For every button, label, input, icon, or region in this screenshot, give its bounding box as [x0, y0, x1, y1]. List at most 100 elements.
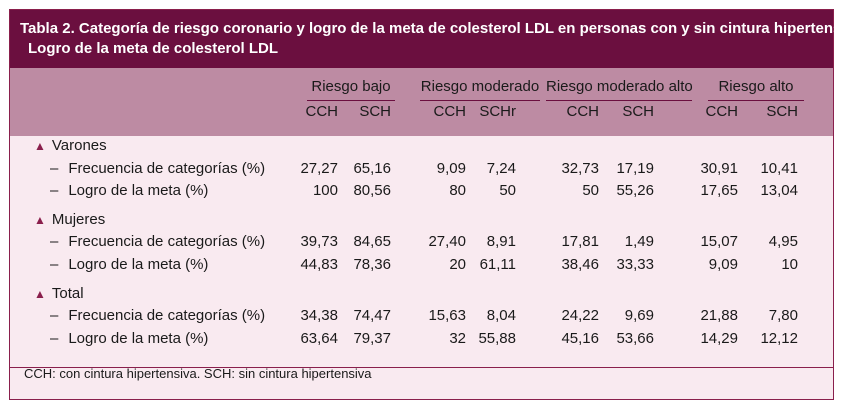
- cell: 74,47: [353, 307, 391, 324]
- cell: 17,19: [616, 160, 654, 177]
- table-frame: Tabla 2. Categoría de riesgo coronario y…: [9, 9, 843, 400]
- section-name: Total: [51, 285, 84, 302]
- row-label-text: Frecuencia de categorías (%): [68, 233, 266, 250]
- triangle-bullet-icon: ▲: [34, 139, 46, 153]
- table-body: [10, 136, 833, 367]
- cell: 34,38: [300, 307, 338, 324]
- row-label: – Logro de la meta (%): [50, 330, 208, 347]
- cell: 50: [499, 182, 516, 199]
- cell: 32: [449, 330, 466, 347]
- table-row: – Logro de la meta (%) 63,64 79,37 32 55,…: [0, 330, 843, 352]
- cell: 9,09: [436, 160, 466, 177]
- row-label: – Logro de la meta (%): [50, 256, 208, 273]
- cell: 32,73: [561, 160, 599, 177]
- cell: 9,09: [708, 256, 738, 273]
- cell: 39,73: [300, 233, 338, 250]
- subheader-schr: SCHr: [479, 103, 516, 120]
- table-footnote: CCH: con cintura hipertensiva. SCH: sin …: [24, 366, 372, 381]
- cell: 84,65: [353, 233, 391, 250]
- dash-bullet: –: [50, 330, 59, 347]
- cell: 27,40: [428, 233, 466, 250]
- cell: 7,80: [768, 307, 798, 324]
- cell: 55,26: [616, 182, 654, 199]
- section-label: ▲ Total: [34, 285, 84, 302]
- table-row: – Frecuencia de categorías (%) 27,27 65,1…: [0, 160, 843, 182]
- footnote-divider: [10, 367, 833, 368]
- table-row: – Frecuencia de categorías (%) 34,38 74,4…: [0, 307, 843, 329]
- cell: 20: [449, 256, 466, 273]
- dash-bullet: –: [50, 160, 59, 177]
- cell: 100: [312, 182, 338, 199]
- table-row: – Logro de la meta (%) 100 80,56 80 50 50…: [0, 182, 843, 204]
- row-label-text: Frecuencia de categorías (%): [68, 160, 266, 177]
- subheader-sch: SCH: [622, 103, 654, 120]
- table-row: – Frecuencia de categorías (%) 39,73 84,6…: [0, 233, 843, 255]
- cell: 65,16: [353, 160, 391, 177]
- row-label-text: Logro de la meta (%): [68, 182, 209, 199]
- cell: 17,81: [561, 233, 599, 250]
- dash-bullet: –: [50, 307, 59, 324]
- group-header-riesgo-moderado-alto: Riesgo moderado alto: [546, 78, 693, 101]
- cell: 27,27: [300, 160, 338, 177]
- row-label-text: Logro de la meta (%): [68, 330, 209, 347]
- cell: 15,63: [428, 307, 466, 324]
- cell: 9,69: [624, 307, 654, 324]
- table-title: Tabla 2. Categoría de riesgo coronario y…: [20, 20, 843, 37]
- cell: 7,24: [486, 160, 516, 177]
- row-label: – Frecuencia de categorías (%): [50, 233, 265, 250]
- cell: 10: [781, 256, 798, 273]
- cell: 53,66: [616, 330, 654, 347]
- cell: 63,64: [300, 330, 338, 347]
- row-label: – Frecuencia de categorías (%): [50, 160, 265, 177]
- row-label: – Frecuencia de categorías (%): [50, 307, 265, 324]
- cell: 10,41: [760, 160, 798, 177]
- subheader-cch: CCH: [433, 103, 467, 120]
- section-name: Mujeres: [51, 211, 106, 228]
- column-header-band: [10, 68, 833, 136]
- cell: 17,65: [700, 182, 738, 199]
- subheader-sch: SCH: [359, 103, 391, 120]
- cell: 38,46: [561, 256, 599, 273]
- group-header-riesgo-alto: Riesgo alto: [708, 78, 804, 101]
- cell: 12,12: [760, 330, 798, 347]
- triangle-bullet-icon: ▲: [34, 287, 46, 301]
- subheader-sch: SCH: [766, 103, 798, 120]
- cell: 14,29: [700, 330, 738, 347]
- group-header-riesgo-moderado: Riesgo moderado: [420, 78, 540, 101]
- cell: 80: [449, 182, 466, 199]
- cell: 8,91: [486, 233, 516, 250]
- row-label-text: Frecuencia de categorías (%): [68, 307, 266, 324]
- cell: 30,91: [700, 160, 738, 177]
- cell: 8,04: [486, 307, 516, 324]
- cell: 4,95: [768, 233, 798, 250]
- cell: 55,88: [478, 330, 516, 347]
- row-label: – Logro de la meta (%): [50, 182, 208, 199]
- dash-bullet: –: [50, 182, 59, 199]
- dash-bullet: –: [50, 256, 59, 273]
- cell: 24,22: [561, 307, 599, 324]
- subheader-cch: CCH: [305, 103, 339, 120]
- cell: 13,04: [760, 182, 798, 199]
- group-header-riesgo-bajo: Riesgo bajo: [307, 78, 395, 101]
- section-header-row: ▲ Total: [0, 285, 843, 307]
- table-subtitle: Logro de la meta de colesterol LDL: [28, 40, 279, 57]
- subheader-cch: CCH: [566, 103, 600, 120]
- cell: 44,83: [300, 256, 338, 273]
- section-label: ▲ Mujeres: [34, 211, 105, 228]
- section-header-row: ▲ Varones: [0, 137, 843, 159]
- cell: 79,37: [353, 330, 391, 347]
- table-row: – Logro de la meta (%) 44,83 78,36 20 61,…: [0, 256, 843, 278]
- section-header-row: ▲ Mujeres: [0, 211, 843, 233]
- cell: 1,49: [624, 233, 654, 250]
- cell: 15,07: [700, 233, 738, 250]
- section-label: ▲ Varones: [34, 137, 107, 154]
- row-label-text: Logro de la meta (%): [68, 256, 209, 273]
- section-name: Varones: [51, 137, 107, 154]
- cell: 21,88: [700, 307, 738, 324]
- table-title-bar: Tabla 2. Categoría de riesgo coronario y…: [10, 10, 843, 68]
- subheader-cch: CCH: [705, 103, 739, 120]
- cell: 45,16: [561, 330, 599, 347]
- dash-bullet: –: [50, 233, 59, 250]
- triangle-bullet-icon: ▲: [34, 213, 46, 227]
- cell: 61,11: [479, 256, 516, 273]
